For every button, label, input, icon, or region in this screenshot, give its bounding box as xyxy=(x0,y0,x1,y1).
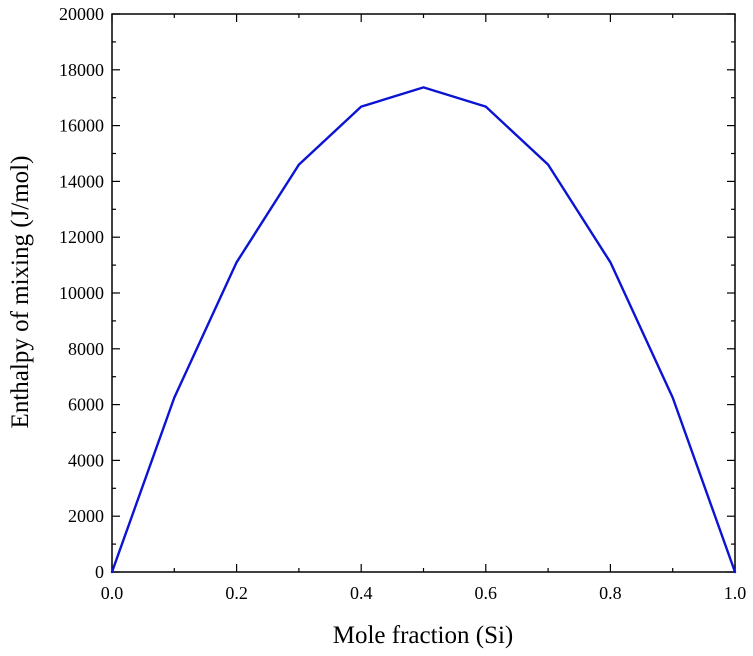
x-tick-label: 0.2 xyxy=(225,583,248,603)
x-tick-label: 0.6 xyxy=(475,583,498,603)
y-tick-label: 18000 xyxy=(59,60,104,80)
data-point xyxy=(422,86,425,89)
plot-area xyxy=(111,13,736,573)
y-tick-label: 16000 xyxy=(59,116,104,136)
y-tick-label: 6000 xyxy=(68,395,104,415)
series-line-0 xyxy=(110,86,737,574)
tick-labels: 0.0 0.2 0.4 0.6 0.8 1.0 0 2000 4000 6000 8000 10000… xyxy=(59,4,746,603)
data-point xyxy=(111,571,113,573)
y-axis-title: Enthalpy of mixing (J/mol) xyxy=(7,156,34,429)
data-point xyxy=(734,571,736,573)
y-tick-label: 2000 xyxy=(68,506,104,526)
axis-ticks xyxy=(111,13,736,573)
data-point xyxy=(173,396,176,399)
y-tick-label: 14000 xyxy=(59,171,104,191)
x-tick-label: 0.0 xyxy=(101,583,124,603)
y-tick-label: 8000 xyxy=(68,339,104,359)
x-axis-title: Mole fraction (Si) xyxy=(333,622,514,649)
x-tick-label: 0.4 xyxy=(350,583,373,603)
x-tick-label: 1.0 xyxy=(724,583,747,603)
y-tick-label: 0 xyxy=(95,562,104,582)
x-tick-label: 0.8 xyxy=(599,583,622,603)
y-tick-label: 4000 xyxy=(68,450,104,470)
data-point xyxy=(484,105,487,108)
data-point xyxy=(671,396,674,399)
data-point xyxy=(360,105,363,108)
data-point xyxy=(298,163,300,166)
y-tick-label: 12000 xyxy=(59,227,104,247)
data-point xyxy=(609,261,612,264)
data-point xyxy=(235,261,238,264)
series-layer xyxy=(110,86,737,574)
data-point xyxy=(547,163,549,166)
plot-frame xyxy=(111,13,736,573)
y-tick-label: 20000 xyxy=(59,4,104,24)
y-tick-label: 10000 xyxy=(59,283,104,303)
